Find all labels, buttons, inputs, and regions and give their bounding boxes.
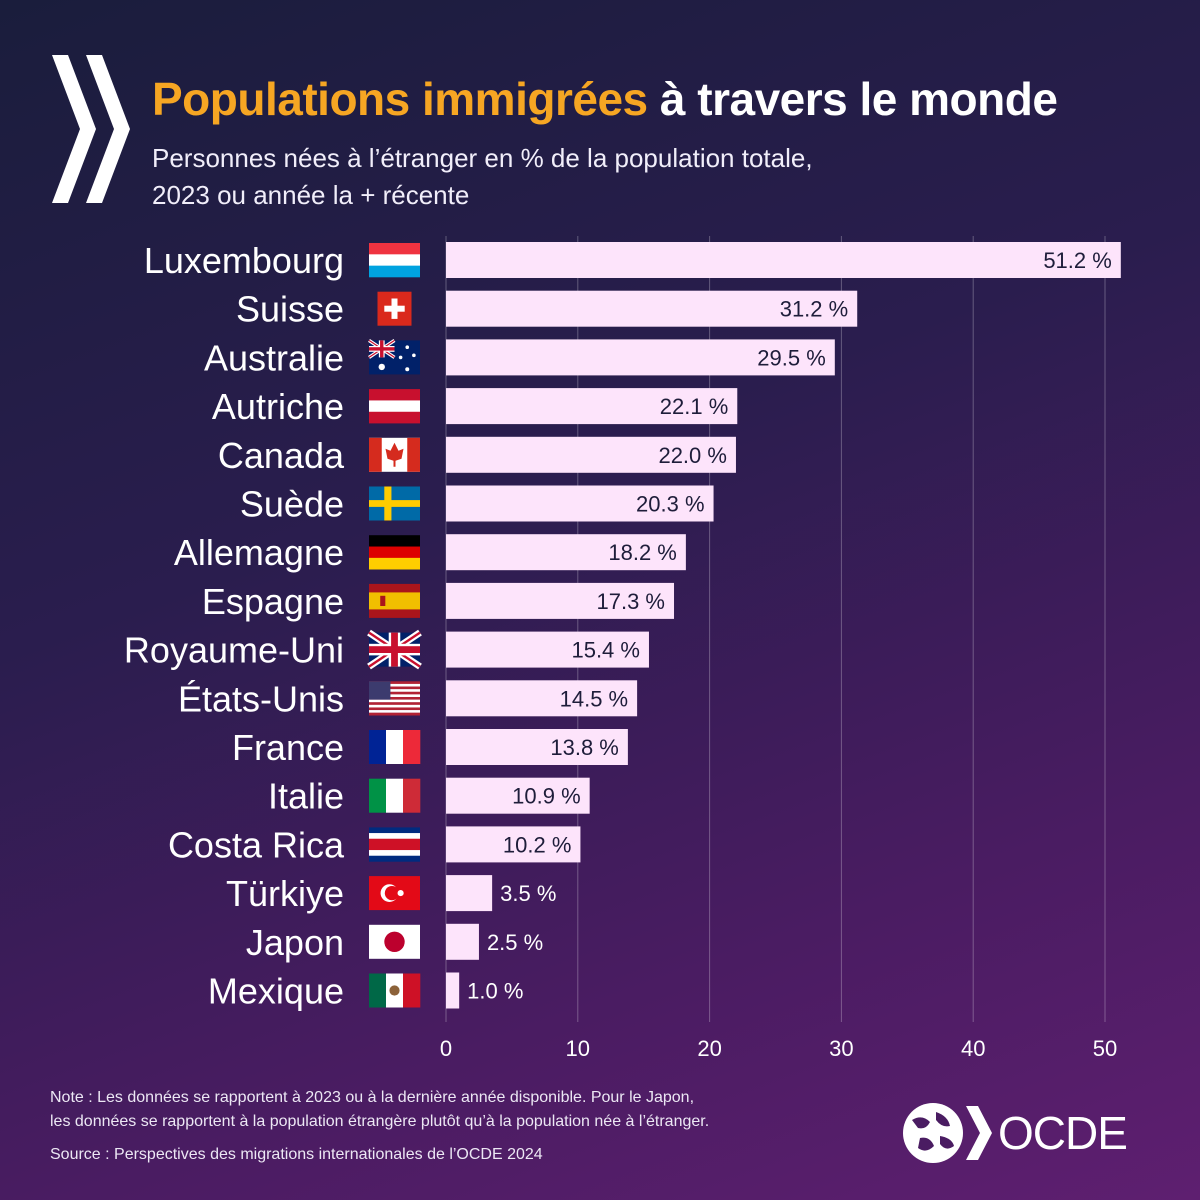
france-flag-icon (369, 730, 421, 764)
canada-flag-icon (369, 437, 420, 472)
country-label: Suisse (236, 289, 344, 330)
bar (446, 290, 858, 327)
country-label: Japon (246, 922, 344, 963)
value-label: 17.3 % (597, 589, 666, 614)
note-line-2: les données se rapportent à la populatio… (50, 1113, 710, 1130)
spain-flag-icon (369, 583, 420, 618)
value-label: 51.2 % (1043, 248, 1112, 273)
country-label: France (232, 727, 344, 768)
value-label: 31.2 % (780, 297, 849, 322)
subtitle: Personnes nées à l’étranger en % de la p… (152, 140, 813, 214)
turkiye-flag-icon (369, 876, 420, 911)
country-label: Costa Rica (168, 824, 345, 865)
value-label: 14.5 % (560, 686, 629, 711)
mexico-flag-icon (369, 973, 421, 1008)
oecd-logo-text: OCDE (998, 1107, 1128, 1159)
country-label: Suède (240, 484, 344, 525)
bar (446, 534, 686, 571)
bar (446, 729, 628, 765)
country-label: Royaume-Uni (124, 630, 344, 671)
x-tick-label: 40 (961, 1036, 985, 1061)
bar (446, 631, 649, 668)
value-label: 1.0 % (467, 979, 523, 1004)
title-highlight: Populations immigrées (152, 73, 648, 125)
country-label: Luxembourg (144, 240, 344, 281)
value-label: 20.3 % (636, 492, 705, 517)
bar (446, 680, 638, 717)
subtitle-line-1: Personnes nées à l’étranger en % de la p… (152, 143, 813, 173)
bar (446, 485, 714, 522)
bar (446, 582, 675, 619)
value-label: 13.8 % (550, 735, 619, 760)
bar (446, 923, 479, 960)
country-label: États-Unis (178, 678, 344, 719)
bar (446, 826, 581, 863)
japan-flag-icon (369, 924, 420, 959)
luxembourg-flag-icon (369, 243, 420, 278)
bar (446, 242, 1121, 278)
footer-note: Note : Les données se rapportent à 2023 … (50, 1086, 709, 1134)
austria-flag-icon (369, 389, 420, 424)
value-label: 15.4 % (571, 638, 640, 663)
x-tick-label: 20 (697, 1036, 721, 1061)
source-text: Source : Perspectives des migrations int… (50, 1146, 543, 1163)
country-label: Autriche (212, 386, 344, 427)
sweden-flag-icon (369, 486, 420, 521)
value-label: 22.0 % (658, 443, 727, 468)
germany-flag-icon (369, 535, 420, 570)
page-title: Populations immigrées à travers le monde (152, 72, 1058, 126)
country-label: Mexique (208, 971, 344, 1012)
bar (446, 972, 460, 1009)
country-label: Türkiye (226, 873, 344, 914)
oecd-logo-icon (903, 1103, 992, 1163)
subtitle-line-2: 2023 ou année la + récente (152, 180, 470, 210)
value-label: 3.5 % (500, 881, 556, 906)
uk-flag-icon (367, 629, 422, 670)
value-label: 18.2 % (608, 540, 677, 565)
australia-flag-icon (368, 338, 420, 375)
chevrons-logo-icon (52, 55, 130, 203)
italy-flag-icon (369, 778, 421, 813)
value-label: 10.2 % (503, 832, 572, 857)
country-label: Italie (268, 776, 344, 817)
bar (446, 388, 738, 425)
title-rest: à travers le monde (659, 73, 1058, 125)
x-tick-label: 0 (440, 1036, 452, 1061)
value-label: 10.9 % (512, 784, 581, 809)
value-label: 29.5 % (757, 345, 826, 370)
value-label: 22.1 % (660, 394, 729, 419)
value-label: 2.5 % (487, 930, 543, 955)
x-tick-label: 30 (829, 1036, 853, 1061)
costa-rica-flag-icon (369, 827, 420, 862)
bar (446, 339, 835, 376)
switzerland-flag-icon (377, 291, 412, 326)
note-line-1: Note : Les données se rapportent à 2023 … (50, 1089, 695, 1106)
bar (446, 875, 493, 912)
bar (446, 436, 736, 473)
country-label: Canada (218, 435, 345, 476)
country-label: Australie (204, 337, 344, 378)
usa-flag-icon (369, 681, 420, 716)
bar (446, 777, 590, 814)
x-tick-label: 10 (566, 1036, 590, 1061)
x-tick-label: 50 (1093, 1036, 1117, 1061)
country-label: Allemagne (174, 532, 344, 573)
country-label: Espagne (202, 581, 344, 622)
